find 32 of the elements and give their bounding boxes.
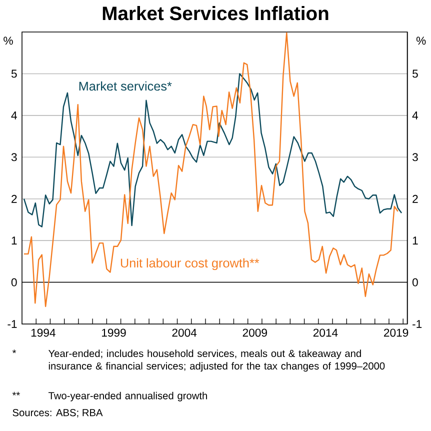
- y-tick-label: 3: [11, 153, 17, 162]
- text: Year-ended; includes household services, meals out & takeaway and insurance & financial services; adjusted for the tax changes of 1999–2000: [48, 350, 385, 372]
- y-tick-label: 4: [11, 112, 17, 120]
- source-note: Sources: ABS; RBA: [12, 409, 103, 418]
- x-tick-label: 1999: [102, 328, 126, 337]
- series-label: Unit labour cost growth**: [120, 258, 260, 270]
- y-tick-label: 5: [11, 70, 17, 78]
- line-series: [23, 73, 402, 228]
- y2-tick-label: 3: [412, 153, 418, 162]
- y2-tick-label: 0: [412, 278, 418, 286]
- x-tick-label: 2014: [313, 328, 338, 337]
- x-tick-label: 1994: [31, 328, 56, 337]
- text: **: [12, 392, 20, 396]
- x-tick-label: 2004: [172, 328, 197, 337]
- y-tick-label: -1: [8, 320, 17, 328]
- chart-title: Market Services Inflation: [102, 6, 328, 20]
- y2-axis-title: %: [416, 36, 426, 45]
- y-tick-label: 1: [12, 236, 17, 244]
- y-tick-label: 0: [11, 278, 17, 286]
- series-label: Market services*: [79, 81, 172, 91]
- y2-tick-label: 4: [412, 112, 418, 120]
- x-tick-label: 2019: [384, 328, 408, 337]
- y2-tick-label: 5: [412, 70, 418, 78]
- text: *: [12, 350, 16, 354]
- y2-tick-label: -1: [412, 320, 422, 328]
- y-axis-title: %: [4, 36, 13, 45]
- y-tick-label: 2: [12, 194, 17, 203]
- text: Two-year-ended annualised growth: [48, 392, 207, 402]
- y2-tick-label: 1: [412, 236, 418, 244]
- y2-tick-label: 2: [412, 194, 418, 203]
- line-series: [23, 32, 398, 308]
- x-tick-label: 2009: [242, 328, 267, 337]
